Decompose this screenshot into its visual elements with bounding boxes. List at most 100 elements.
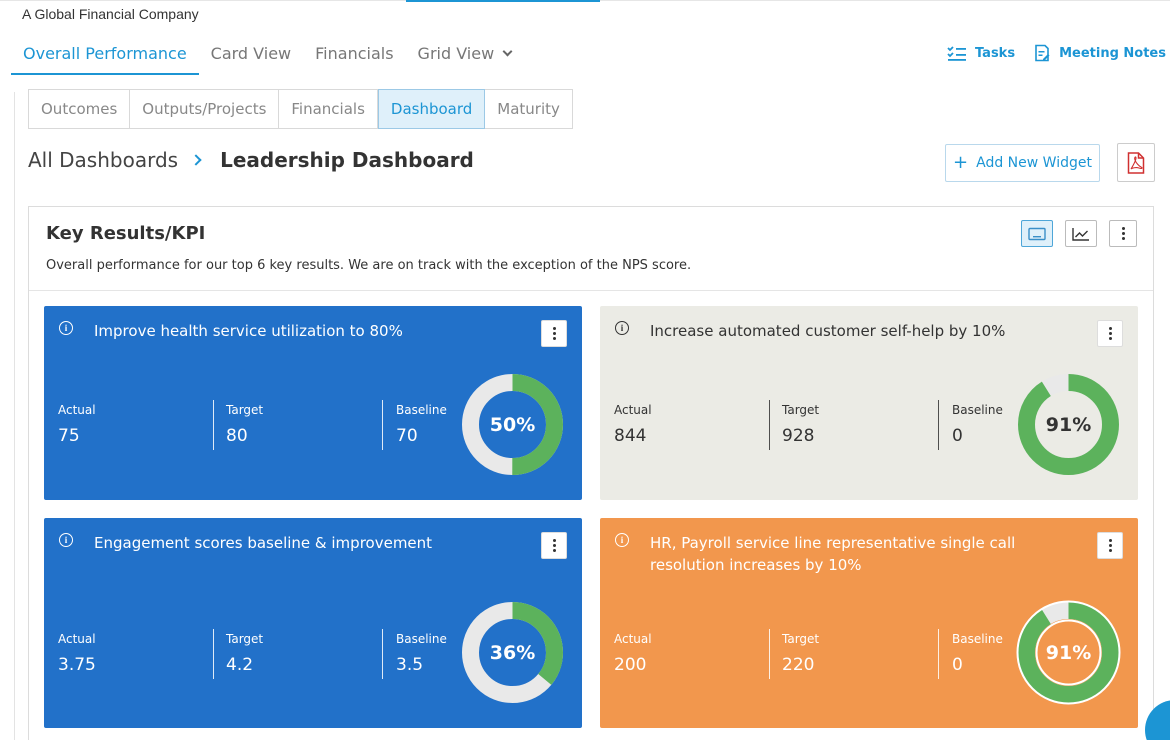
- top-accent-bar: [406, 0, 600, 2]
- tasks-button[interactable]: Tasks: [947, 45, 1015, 61]
- pdf-icon: [1127, 151, 1145, 174]
- progress-percent: 36%: [489, 641, 536, 664]
- metric-baseline: Baseline 3.5: [396, 632, 447, 675]
- info-icon[interactable]: i: [615, 533, 629, 547]
- kpi-card: i Increase automated customer self-help …: [600, 306, 1138, 500]
- nav-card-view[interactable]: Card View: [210, 44, 292, 63]
- widget-title: Key Results/KPI: [46, 223, 206, 244]
- notes-icon: [1035, 44, 1050, 62]
- tab-financials[interactable]: Financials: [279, 89, 378, 129]
- kpi-card-title: Engagement scores baseline & improvement: [94, 534, 433, 552]
- donut-center: [480, 620, 545, 685]
- progress-percent: 50%: [489, 413, 536, 436]
- meeting-notes-button[interactable]: Meeting Notes: [1033, 44, 1166, 62]
- tab-outcomes[interactable]: Outcomes: [28, 89, 131, 129]
- metric-label: Actual: [58, 403, 96, 417]
- more-vertical-icon: [1121, 227, 1125, 240]
- metric-value: 70: [396, 426, 418, 446]
- kpi-card-menu-button[interactable]: [1097, 532, 1123, 559]
- kpi-card-menu-button[interactable]: [541, 532, 567, 559]
- metric-value: 220: [782, 655, 815, 675]
- metric-divider: [938, 629, 939, 679]
- metric-actual: Actual 844: [614, 403, 652, 446]
- metric-value: 928: [782, 426, 815, 446]
- metric-label: Baseline: [396, 403, 447, 417]
- info-icon[interactable]: i: [59, 533, 73, 547]
- progress-arc: [462, 374, 563, 475]
- metric-label: Actual: [614, 403, 652, 417]
- nav-financials[interactable]: Financials: [315, 44, 394, 63]
- metric-target: Target 220: [782, 632, 819, 675]
- kpi-card-menu-button[interactable]: [1097, 320, 1123, 347]
- page-title: Leadership Dashboard: [220, 148, 474, 172]
- nav-grid-view[interactable]: Grid View: [406, 38, 524, 74]
- tab-dashboard[interactable]: Dashboard: [377, 89, 486, 129]
- metric-divider: [382, 629, 383, 679]
- donut-center: [480, 392, 545, 457]
- metric-actual: Actual 3.75: [58, 632, 96, 675]
- metric-target: Target 928: [782, 403, 819, 446]
- more-vertical-icon: [552, 539, 556, 552]
- checklist-icon: [947, 46, 966, 61]
- progress-percent: 91%: [1045, 641, 1092, 664]
- export-pdf-button[interactable]: [1117, 143, 1155, 182]
- chevron-right-icon: [190, 154, 202, 166]
- breadcrumb-all-dashboards[interactable]: All Dashboards: [28, 148, 179, 172]
- nav-grid-view-label: Grid View: [417, 44, 495, 63]
- tab-maturity[interactable]: Maturity: [485, 89, 573, 129]
- nav-overall-performance[interactable]: Overall Performance: [11, 38, 199, 75]
- progress-arc: [1018, 602, 1119, 703]
- metric-label: Target: [782, 632, 820, 646]
- chevron-down-icon: [502, 46, 513, 57]
- metric-label: Baseline: [952, 403, 1003, 417]
- widget-toolbar: [1021, 220, 1137, 247]
- info-icon[interactable]: i: [59, 321, 73, 335]
- metric-label: Baseline: [952, 632, 1003, 646]
- metric-value: 3.75: [58, 655, 96, 675]
- progress-arc: [462, 602, 563, 703]
- content-left-border: [14, 92, 15, 740]
- metric-divider: [769, 629, 770, 679]
- card-view-toggle[interactable]: [1021, 220, 1053, 247]
- metric-divider: [382, 400, 383, 450]
- breadcrumb: All Dashboards Leadership Dashboard: [28, 148, 474, 172]
- widget-description: Overall performance for our top 6 key re…: [46, 258, 692, 273]
- sub-tabs: Outcomes Outputs/Projects Financials Das…: [28, 89, 573, 129]
- kpi-card-title: Improve health service utilization to 80…: [94, 322, 403, 340]
- more-vertical-icon: [1108, 539, 1112, 552]
- company-name: A Global Financial Company: [22, 6, 199, 22]
- kpi-card: i Improve health service utilization to …: [44, 306, 582, 500]
- progress-donut: 91%: [1016, 600, 1121, 705]
- chart-view-toggle[interactable]: [1065, 220, 1097, 247]
- add-new-widget-button[interactable]: + Add New Widget: [945, 144, 1100, 182]
- tab-outputs-projects[interactable]: Outputs/Projects: [130, 89, 280, 129]
- metric-divider: [213, 400, 214, 450]
- main-nav: Overall Performance Card View Financials…: [11, 38, 524, 75]
- kpi-card: i Engagement scores baseline & improveme…: [44, 518, 582, 728]
- metric-label: Target: [782, 403, 820, 417]
- donut-center: [1035, 619, 1102, 686]
- plus-icon: +: [953, 152, 969, 173]
- metric-baseline: Baseline 0: [952, 632, 1003, 675]
- metric-label: Target: [226, 403, 264, 417]
- metric-baseline: Baseline 70: [396, 403, 447, 446]
- kpi-card-title: HR, Payroll service line representative …: [650, 534, 1016, 574]
- kpi-card-menu-button[interactable]: [541, 320, 567, 347]
- metric-value: 200: [614, 655, 647, 675]
- add-new-widget-label: Add New Widget: [976, 155, 1092, 171]
- widget-divider: [29, 290, 1153, 291]
- metric-actual: Actual 75: [58, 403, 96, 446]
- info-icon[interactable]: i: [615, 321, 629, 335]
- widget-menu-button[interactable]: [1109, 220, 1137, 247]
- metric-value: 3.5: [396, 655, 424, 675]
- progress-arc: [1018, 374, 1119, 475]
- metric-value: 0: [952, 426, 963, 446]
- metric-baseline: Baseline 0: [952, 403, 1003, 446]
- metric-divider: [769, 400, 770, 450]
- meeting-notes-label: Meeting Notes: [1059, 45, 1166, 61]
- more-vertical-icon: [552, 327, 556, 340]
- progress-donut: 36%: [460, 600, 565, 705]
- progress-donut: 50%: [460, 372, 565, 477]
- metric-target: Target 4.2: [226, 632, 263, 675]
- tasks-label: Tasks: [974, 45, 1016, 61]
